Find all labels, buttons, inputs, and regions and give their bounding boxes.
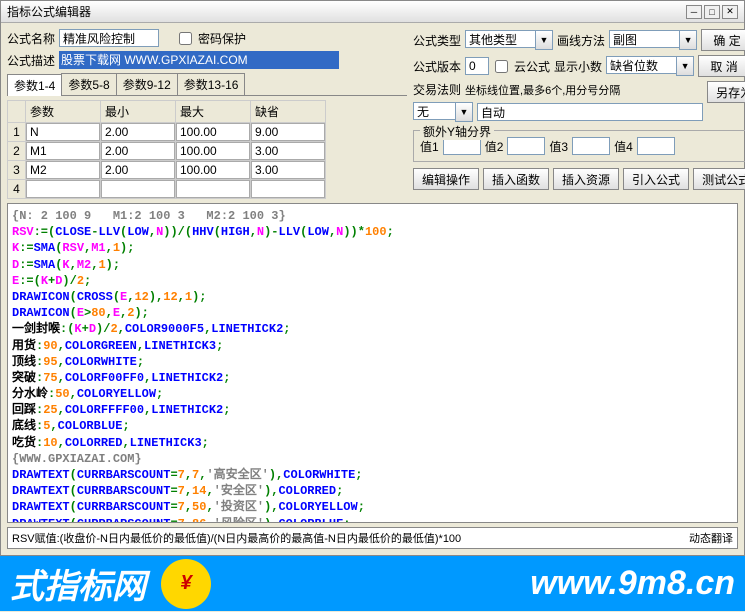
coord-hint: 坐标线位置,最多6个,用分号分隔: [465, 82, 620, 98]
saveas-button[interactable]: 另存为: [707, 81, 745, 103]
param-def-input[interactable]: [251, 142, 325, 160]
formula-name-input[interactable]: [59, 29, 159, 47]
param-tabs: 参数1-4 参数5-8 参数9-12 参数13-16: [7, 73, 407, 96]
param-table: 参数 最小 最大 缺省 1 2 3 4: [7, 100, 326, 199]
tab-params-1-4[interactable]: 参数1-4: [7, 74, 62, 96]
titlebar: 指标公式编辑器 ─ □ ✕: [1, 1, 744, 23]
dropdown-icon[interactable]: ▼: [679, 30, 697, 50]
status-right: 动态翻译: [689, 530, 733, 546]
status-text: RSV赋值:(收盘价-N日内最低价的最低值)/(N日内最高价的最高值-N日内最低…: [12, 530, 461, 546]
param-min-input[interactable]: [101, 180, 175, 198]
password-label: 密码保护: [198, 30, 246, 47]
tab-params-5-8[interactable]: 参数5-8: [61, 73, 116, 95]
tab-params-13-16[interactable]: 参数13-16: [177, 73, 246, 95]
formula-type-select[interactable]: [465, 30, 535, 48]
decimal-select[interactable]: [606, 56, 676, 74]
trade-rule-select[interactable]: [413, 102, 455, 120]
insert-res-button[interactable]: 插入资源: [553, 168, 619, 190]
cancel-button[interactable]: 取 消: [698, 55, 745, 77]
draw-method-select[interactable]: [609, 30, 679, 48]
cloud-checkbox[interactable]: [495, 60, 508, 73]
col-default: 缺省: [251, 101, 326, 123]
param-min-input[interactable]: [101, 123, 175, 141]
trade-rule-label: 交易法则: [413, 81, 461, 98]
param-max-input[interactable]: [176, 161, 250, 179]
dropdown-icon[interactable]: ▼: [455, 102, 473, 122]
watermark-banner: 式指标网 ¥ www.9m8.cn: [0, 556, 745, 611]
window-title: 指标公式编辑器: [7, 3, 91, 20]
param-name-input[interactable]: [26, 161, 100, 179]
editor-window: 指标公式编辑器 ─ □ ✕ 公式名称 密码保护 公式描述 股票下载网 WWW.G…: [0, 0, 745, 556]
password-checkbox[interactable]: [179, 32, 192, 45]
banner-right: www.9m8.cn: [530, 564, 735, 603]
param-name-input[interactable]: [26, 142, 100, 160]
coord-input[interactable]: [477, 103, 703, 121]
cloud-label: 云公式: [514, 58, 550, 75]
maximize-button[interactable]: □: [704, 5, 720, 19]
y2-input[interactable]: [507, 137, 545, 155]
param-name-input[interactable]: [26, 123, 100, 141]
edit-op-button[interactable]: 编辑操作: [413, 168, 479, 190]
param-def-input[interactable]: [251, 161, 325, 179]
dropdown-icon[interactable]: ▼: [676, 56, 694, 76]
status-bar: RSV赋值:(收盘价-N日内最低价的最低值)/(N日内最高价的最高值-N日内最低…: [7, 527, 738, 549]
param-min-input[interactable]: [101, 161, 175, 179]
param-max-input[interactable]: [176, 180, 250, 198]
param-max-input[interactable]: [176, 142, 250, 160]
param-def-input[interactable]: [251, 123, 325, 141]
formula-name-label: 公式名称: [7, 30, 55, 47]
draw-method-label: 画线方法: [557, 32, 605, 49]
extra-y-fieldset: 额外Y轴分界 值1 值2 值3 值4: [413, 130, 745, 162]
import-button[interactable]: 引入公式: [623, 168, 689, 190]
code-editor[interactable]: {N: 2 100 9 M1:2 100 3 M2:2 100 3}RSV:=(…: [7, 203, 738, 523]
minimize-button[interactable]: ─: [686, 5, 702, 19]
version-label: 公式版本: [413, 58, 461, 75]
decimal-label: 显示小数: [554, 58, 602, 75]
param-min-input[interactable]: [101, 142, 175, 160]
banner-left: 式指标网: [10, 559, 146, 608]
insert-fn-button[interactable]: 插入函数: [483, 168, 549, 190]
banner-logo-icon: ¥: [161, 559, 211, 609]
extra-y-title: 额外Y轴分界: [420, 123, 494, 140]
formula-desc-input[interactable]: 股票下载网 WWW.GPXIAZAI.COM: [59, 51, 339, 69]
ok-button[interactable]: 确 定: [701, 29, 745, 51]
col-name: 参数: [26, 101, 101, 123]
tab-params-9-12[interactable]: 参数9-12: [116, 73, 178, 95]
test-button[interactable]: 测试公式: [693, 168, 745, 190]
param-def-input[interactable]: [251, 180, 325, 198]
param-max-input[interactable]: [176, 123, 250, 141]
col-min: 最小: [101, 101, 176, 123]
dropdown-icon[interactable]: ▼: [535, 30, 553, 50]
col-max: 最大: [176, 101, 251, 123]
y4-input[interactable]: [637, 137, 675, 155]
formula-desc-label: 公式描述: [7, 52, 55, 69]
formula-type-label: 公式类型: [413, 32, 461, 49]
y3-input[interactable]: [572, 137, 610, 155]
param-name-input[interactable]: [26, 180, 100, 198]
close-button[interactable]: ✕: [722, 5, 738, 19]
version-input[interactable]: [465, 57, 489, 75]
